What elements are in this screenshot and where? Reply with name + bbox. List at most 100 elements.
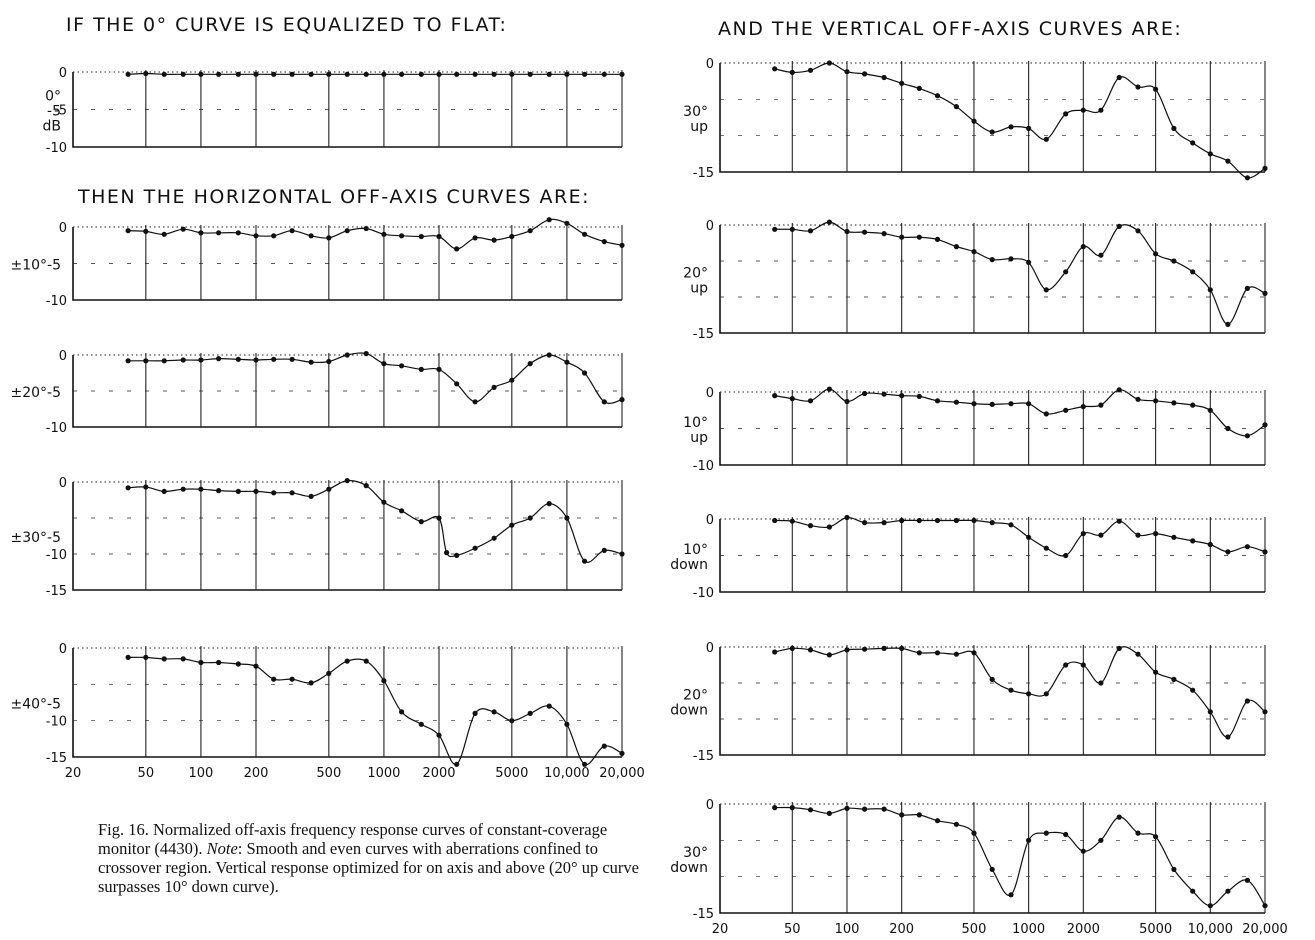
chart-side-label: up: [690, 119, 708, 135]
data-point: [143, 654, 149, 661]
data-point: [180, 486, 186, 492]
chart-side-label: ±10°-5: [10, 258, 61, 274]
data-point: [601, 239, 607, 245]
response-curve: [774, 516, 1266, 557]
data-point: [1043, 545, 1049, 551]
data-point: [1063, 407, 1069, 413]
data-point: [789, 645, 795, 652]
y-tick-label: 0: [706, 798, 714, 813]
data-point: [546, 501, 552, 507]
data-point: [198, 230, 204, 236]
data-point: [916, 650, 922, 656]
data-point: [1190, 140, 1196, 146]
data-point: [1080, 404, 1086, 410]
x-tick-label: 20,000: [599, 766, 645, 781]
data-point: [1262, 165, 1268, 171]
data-point: [1244, 877, 1250, 883]
data-point: [916, 234, 922, 240]
data-point: [934, 818, 941, 824]
data-point: [1153, 834, 1159, 840]
data-point: [289, 228, 295, 234]
data-point: [772, 226, 778, 232]
data-point: [601, 71, 607, 77]
data-point: [1135, 396, 1141, 402]
data-point: [619, 551, 625, 557]
chart-side-label: up: [690, 281, 708, 297]
response-curve: [774, 62, 1266, 179]
data-point: [546, 217, 552, 223]
data-point: [381, 499, 387, 505]
data-point: [1080, 531, 1086, 537]
data-point: [1026, 837, 1032, 843]
data-point: [1207, 903, 1213, 909]
data-point: [953, 399, 960, 405]
data-point: [216, 488, 222, 494]
chart-side-label: 0°: [45, 89, 61, 105]
data-point: [1153, 531, 1159, 537]
data-point: [1080, 107, 1086, 113]
data-point: [143, 358, 149, 364]
data-point: [881, 74, 887, 81]
data-point: [862, 806, 868, 812]
data-point: [363, 351, 369, 357]
data-point: [934, 517, 941, 524]
data-point: [271, 490, 277, 496]
axis-frame: [72, 72, 622, 148]
caption-note-text: : Smooth and even curves with aberration…: [98, 839, 640, 896]
y-tick-label: -5: [54, 104, 67, 119]
x-tick-label: 50: [138, 766, 155, 781]
data-point: [971, 401, 977, 407]
data-point: [308, 493, 314, 499]
data-point: [1153, 669, 1159, 675]
y-tick-label: -10: [693, 586, 714, 601]
data-point: [881, 520, 887, 526]
data-point: [1116, 387, 1122, 393]
data-point: [344, 658, 350, 664]
chart-v20u: 0 -15 20°up: [683, 219, 1268, 342]
axis-frame: [72, 355, 622, 428]
data-point: [601, 743, 607, 749]
data-point: [198, 486, 204, 492]
data-point: [180, 357, 186, 363]
data-point: [436, 732, 442, 738]
data-point: [1225, 425, 1231, 432]
data-point: [971, 517, 977, 524]
data-point: [1225, 158, 1231, 164]
data-point: [772, 649, 778, 655]
x-tick-label: 5000: [1139, 922, 1172, 937]
y-tick-label: -10: [46, 141, 67, 156]
data-point: [807, 807, 814, 813]
data-point: [509, 718, 515, 724]
data-point: [472, 235, 478, 241]
data-point: [1043, 136, 1049, 142]
data-point: [564, 220, 570, 226]
data-point: [381, 231, 387, 237]
chart-v10d: 0 -10 10°down: [670, 513, 1268, 601]
data-point: [509, 522, 515, 528]
data-point: [826, 219, 833, 225]
x-tick-label: 50: [784, 922, 801, 937]
y-tick-label: 0: [59, 66, 67, 81]
response-curve: [128, 72, 622, 75]
data-point: [971, 650, 977, 656]
data-point: [344, 71, 350, 77]
data-point: [491, 535, 497, 541]
data-point: [772, 517, 778, 524]
data-point: [989, 129, 995, 135]
chart-side-label: up: [690, 430, 708, 446]
chart-side-label: down: [670, 703, 708, 719]
data-point: [844, 69, 850, 75]
data-point: [1008, 687, 1014, 693]
data-point: [399, 233, 405, 239]
data-point: [989, 520, 995, 526]
axis-frame: [719, 225, 1265, 334]
y-tick-label: -15: [46, 751, 67, 766]
data-point: [418, 519, 424, 525]
data-point: [862, 71, 868, 77]
data-point: [1190, 538, 1196, 544]
chart-side-label: 20°: [683, 266, 708, 282]
chart-side-label: down: [670, 557, 708, 573]
x-tick-label: 5000: [495, 766, 528, 781]
x-tick-label: 500: [962, 922, 987, 937]
chart-h0: 0 -5 -10 0°-5dB: [43, 66, 625, 156]
